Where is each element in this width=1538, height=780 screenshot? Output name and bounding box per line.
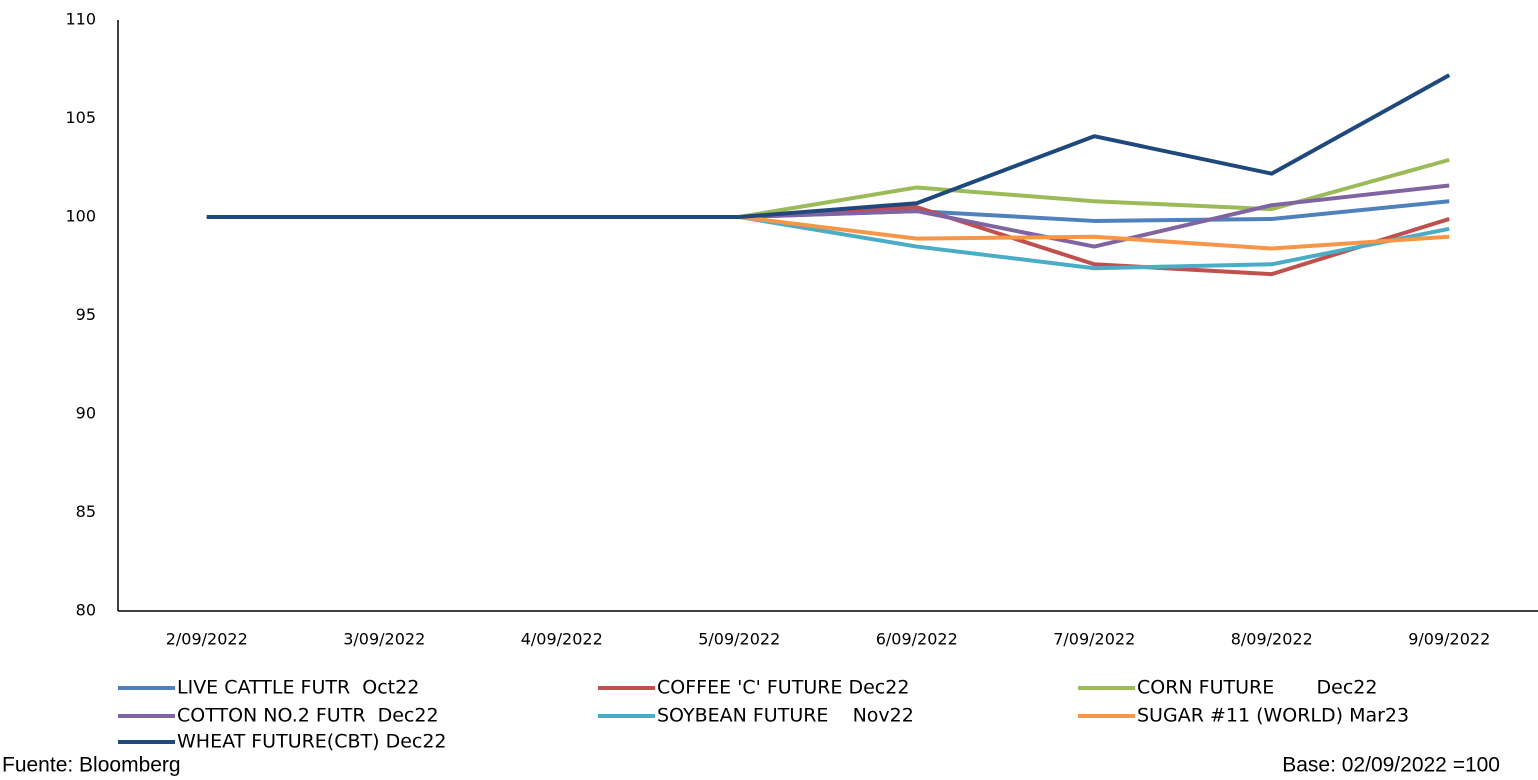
y-tick-label: 110 <box>65 10 96 29</box>
legend-label: CORN FUTURE Dec22 <box>1137 677 1377 699</box>
legend-label: LIVE CATTLE FUTR Oct22 <box>177 677 419 699</box>
legend-label: SOYBEAN FUTURE Nov22 <box>657 705 914 727</box>
y-tick-label: 90 <box>76 404 96 423</box>
x-tick-label: 4/09/2022 <box>521 630 603 649</box>
x-tick-label: 9/09/2022 <box>1408 630 1490 649</box>
legend-label: COTTON NO.2 FUTR Dec22 <box>177 705 439 727</box>
x-tick-label: 5/09/2022 <box>698 630 780 649</box>
x-tick-label: 7/09/2022 <box>1053 630 1135 649</box>
series-line <box>206 215 1450 271</box>
y-tick-label: 95 <box>76 305 96 324</box>
x-tick-label: 3/09/2022 <box>343 630 425 649</box>
source: Fuente: Bloomberg <box>2 754 181 777</box>
legend-label: WHEAT FUTURE(CBT) Dec22 <box>177 731 447 753</box>
y-tick-label: 85 <box>76 502 96 521</box>
y-tick-label: 105 <box>65 108 96 127</box>
series-line <box>206 73 1451 219</box>
legend-label: SUGAR #11 (WORLD) Mar23 <box>1137 705 1409 727</box>
x-tick-label: 6/09/2022 <box>876 630 958 649</box>
y-tick-label: 100 <box>65 207 96 226</box>
y-tick-label: 80 <box>76 601 96 620</box>
base-note: Base: 02/09/2022 =100 <box>1282 754 1500 777</box>
x-tick-label: 8/09/2022 <box>1231 630 1313 649</box>
x-tick-label: 2/09/2022 <box>166 630 248 649</box>
legend-label: COFFEE 'C' FUTURE Dec22 <box>657 677 909 699</box>
